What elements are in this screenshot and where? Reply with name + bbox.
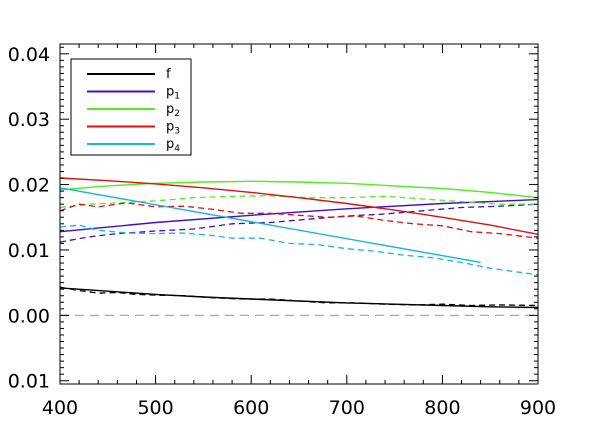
legend-p3-subscript: 3 [174,127,180,137]
series-p2-solid-line [59,180,539,199]
y-tick-label: 0.01 [8,371,50,393]
axis-ticks [59,44,539,384]
x-tick-label: 900 [520,397,556,419]
y-tick-label: 0.03 [8,109,50,131]
series-p4-solid-line [59,187,481,264]
series-p3-solid-line [59,177,539,235]
x-tick-label: 600 [233,397,269,419]
y-tick-label: 0.04 [8,44,50,66]
legend-p3-label: p3 [166,120,180,137]
plot-frame [59,43,539,385]
series-f-dashed-line [59,286,539,307]
plot-lines [59,177,539,316]
legend-p2-name: p [166,102,174,117]
legend-p1-subscript: 1 [174,92,180,102]
series-p2-dashed-line [59,195,538,209]
legend-p1-name: p [166,85,174,100]
series-p4-dashed-line [59,224,539,276]
series-p1-solid-line [59,198,539,233]
legend-p1-label: p1 [166,85,180,102]
y-tick-label: 0.01 [8,240,50,262]
legend-p2-subscript: 2 [174,109,180,119]
x-tick-label: 400 [42,397,78,419]
legend-p4-label: p4 [166,137,180,154]
x-tick-label: 500 [137,397,173,419]
legend-p4-subscript: 4 [174,144,180,154]
series-f-solid-line [59,287,539,309]
legend-f-label: f [166,67,171,82]
y-tick-label: 0.02 [8,175,50,197]
legend-p4-name: p [166,137,174,152]
legend-p3-name: p [166,120,174,135]
legend-f-name: f [166,67,171,82]
series-p3-dashed-line [59,202,539,239]
tick-labels: 400 500 600 700 800 900 0.04 0.03 0.02 0.01 0.00 0.… [8,44,556,419]
x-tick-label: 700 [329,397,365,419]
y-tick-label: 0.00 [8,305,50,327]
series-p1-dashed-line [59,203,539,243]
legend-p2-label: p2 [166,102,180,119]
x-tick-label: 800 [424,397,460,419]
